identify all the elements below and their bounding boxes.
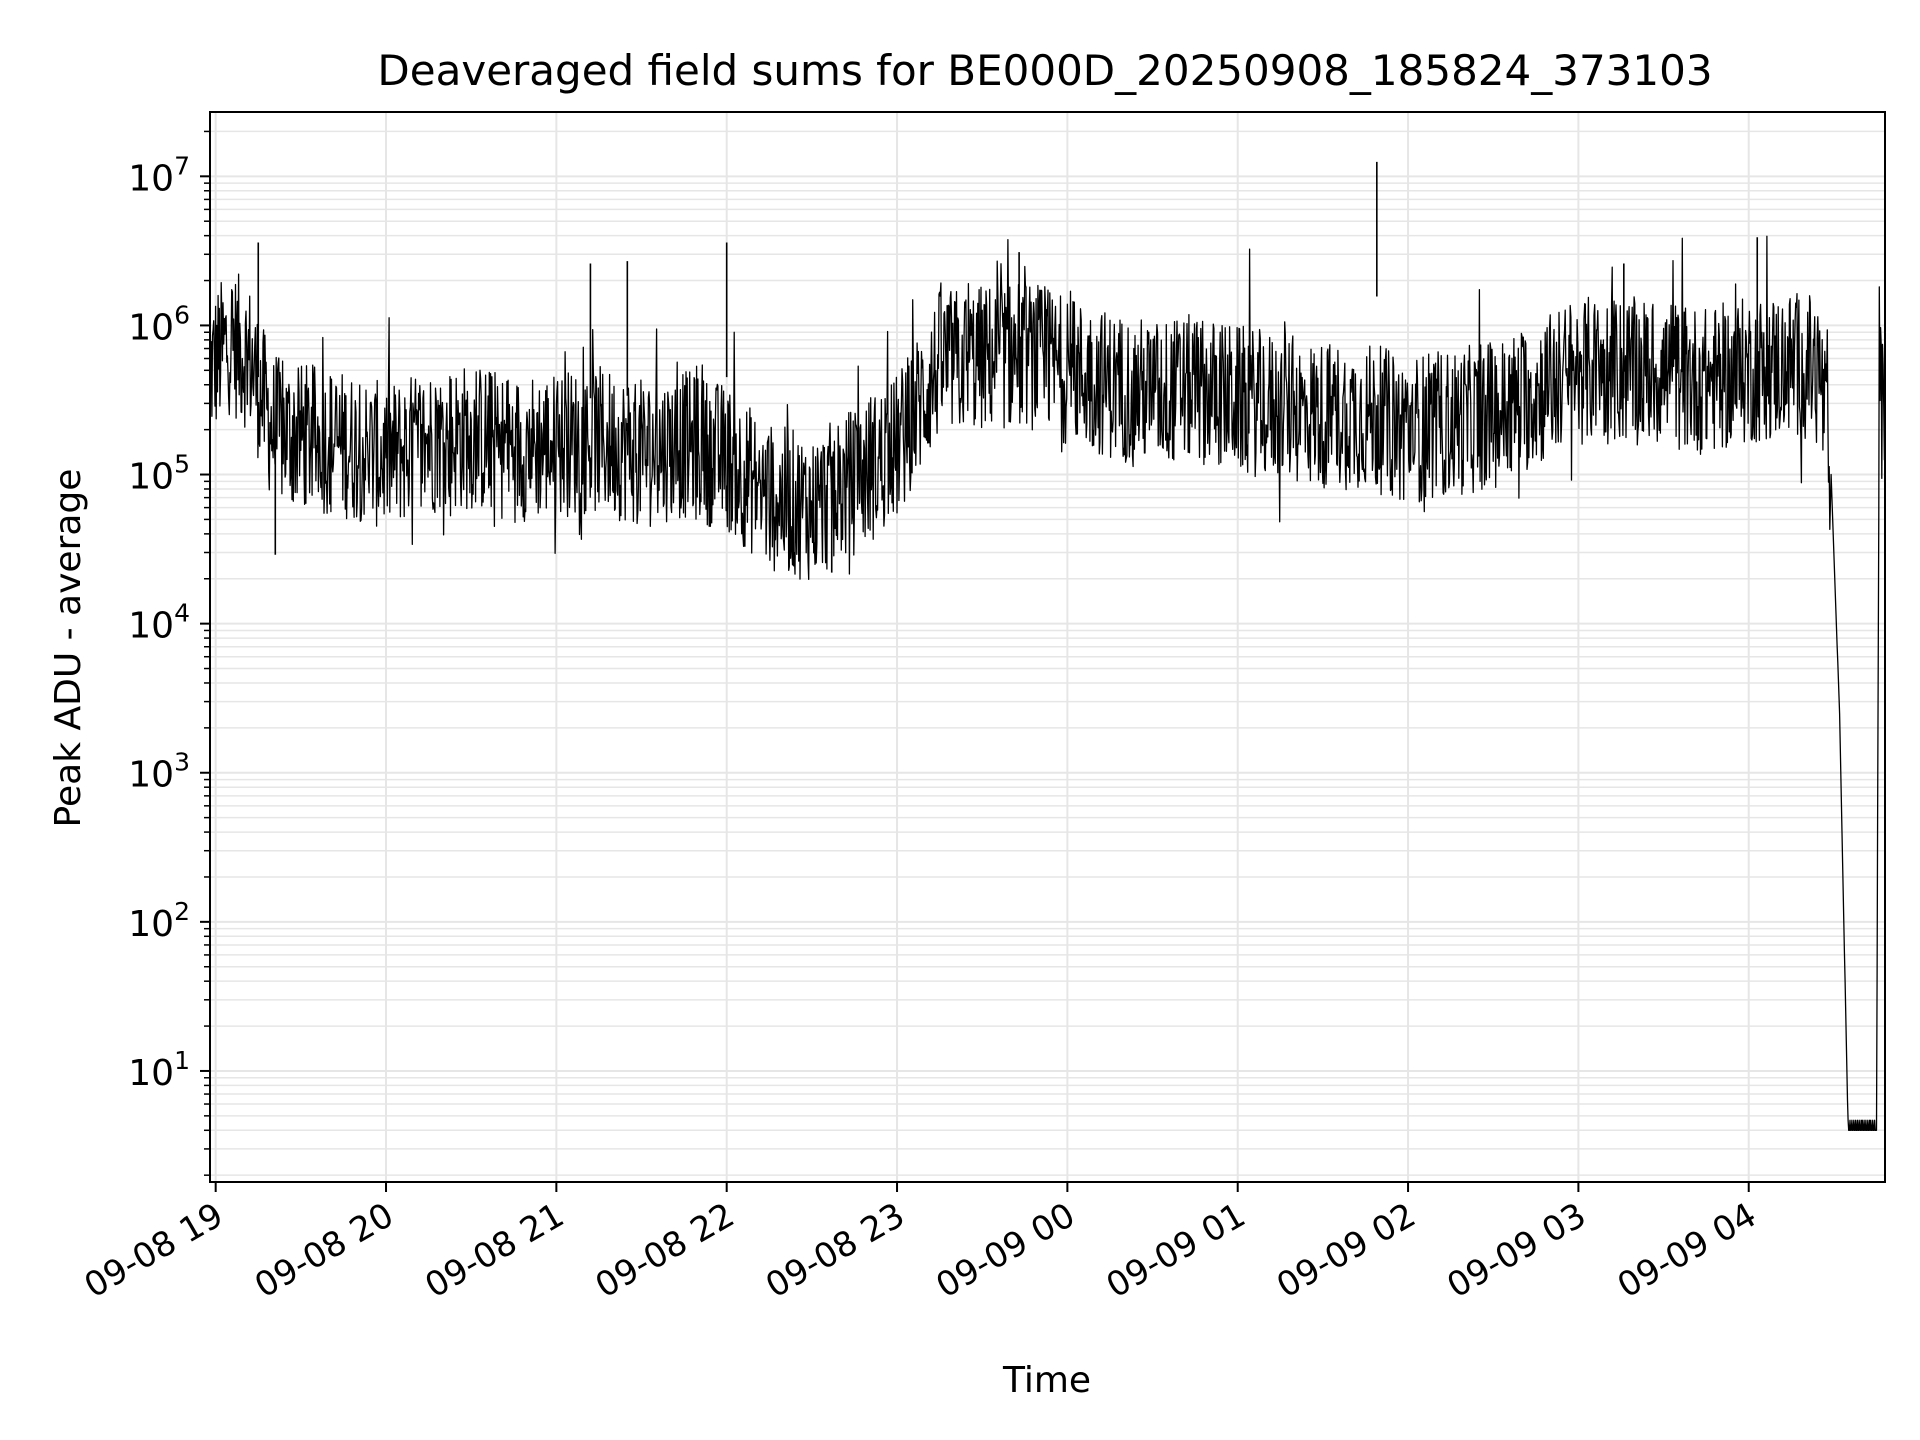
y-tick-label: 107 xyxy=(128,151,190,199)
x-axis-label: Time xyxy=(1002,1360,1091,1401)
data-series xyxy=(209,161,1886,1131)
y-tick-label: 102 xyxy=(128,897,190,945)
series-line xyxy=(209,235,1886,1131)
y-axis-label: Peak ADU - average xyxy=(48,469,89,828)
y-tick-label: 106 xyxy=(128,300,190,348)
y-tick-label: 101 xyxy=(128,1046,190,1094)
y-tick-label: 104 xyxy=(128,599,190,647)
chart-title: Deaveraged field sums for BE000D_2025090… xyxy=(377,46,1712,95)
y-tick-label: 103 xyxy=(128,748,190,796)
y-tick-label: 105 xyxy=(128,450,190,498)
